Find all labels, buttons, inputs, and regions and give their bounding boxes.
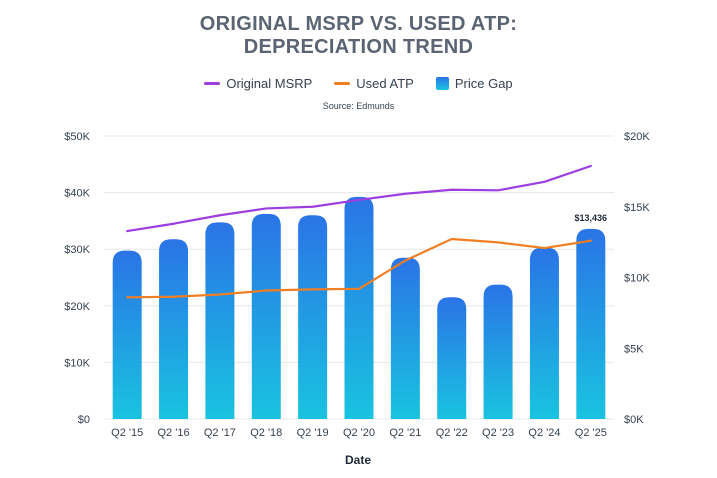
bar-series-price-gap — [112, 196, 606, 419]
y-right-tick-label: $20K — [624, 131, 650, 143]
legend-swatch-gap — [435, 77, 449, 90]
y-left-tick-label: $40K — [64, 188, 90, 200]
bar-price-gap — [344, 196, 374, 419]
line-original-msrp — [126, 164, 592, 233]
x-tick-label: Q2 '16 — [158, 427, 190, 439]
x-tick-label: Q2 '15 — [111, 427, 143, 439]
legend-item-price-gap: Price Gap — [435, 76, 513, 91]
legend-label-atp: Used ATP — [356, 76, 414, 91]
y-right-tick-label: $15K — [624, 202, 650, 214]
x-tick-label: Q2 '18 — [250, 427, 282, 439]
y-left-tick-label: $0 — [78, 414, 90, 426]
x-tick-label: Q2 '19 — [297, 427, 329, 439]
x-tick-label: Q2 '21 — [389, 427, 421, 439]
x-tick-label: Q2 '20 — [343, 427, 375, 439]
y-right-tick-label: $5K — [624, 343, 644, 355]
x-tick-label: Q2 '22 — [436, 427, 468, 439]
bar-price-gap — [159, 239, 189, 419]
y-left-tick-label: $30K — [64, 244, 90, 256]
bar-price-gap — [529, 247, 559, 419]
x-tick-label: Q2 '17 — [204, 427, 236, 439]
bar-price-gap — [205, 222, 235, 419]
bar-price-gap — [576, 228, 606, 419]
line-used-atp — [126, 237, 592, 299]
bar-price-gap — [298, 215, 328, 419]
data-label-price-gap: $13,436 — [575, 213, 608, 223]
y-left-tick-label: $20K — [64, 301, 90, 313]
legend-label-gap: Price Gap — [454, 76, 513, 91]
bar-price-gap — [112, 250, 142, 419]
x-tick-label: Q2 '23 — [482, 427, 514, 439]
y-right-tick-label: $10K — [624, 273, 650, 285]
axes: $0 $10K $20K $30K $40K $50K $0K $5K $10K $15K $20K… — [64, 131, 650, 439]
line-series — [126, 164, 592, 299]
chart-legend: Original MSRP Used ATP Price Gap — [0, 76, 717, 91]
legend-item-original-msrp: Original MSRP — [204, 76, 312, 91]
legend-line-atp — [334, 82, 351, 85]
x-tick-label: Q2 '24 — [528, 427, 560, 439]
bar-price-gap — [390, 257, 420, 419]
y-left-tick-label: $10K — [64, 357, 90, 369]
legend-label-msrp: Original MSRP — [226, 76, 313, 91]
legend-item-used-atp: Used ATP — [334, 76, 414, 91]
bar-price-gap — [437, 297, 467, 419]
chart-title-line-1: ORIGINAL MSRP VS. USED ATP: — [199, 13, 518, 35]
chart-title-line-2: DEPRECIATION TREND — [243, 36, 474, 58]
legend-line-msrp — [204, 82, 221, 85]
bar-price-gap — [483, 284, 513, 419]
y-right-tick-label: $0K — [624, 414, 644, 426]
chart-source: Source: Edmunds — [322, 101, 395, 111]
x-axis-title: Date — [345, 453, 371, 467]
x-tick-label: Q2 '25 — [575, 427, 607, 439]
bar-price-gap — [251, 213, 281, 419]
data-labels: $13,436 — [575, 213, 608, 223]
y-left-tick-label: $50K — [64, 131, 90, 143]
